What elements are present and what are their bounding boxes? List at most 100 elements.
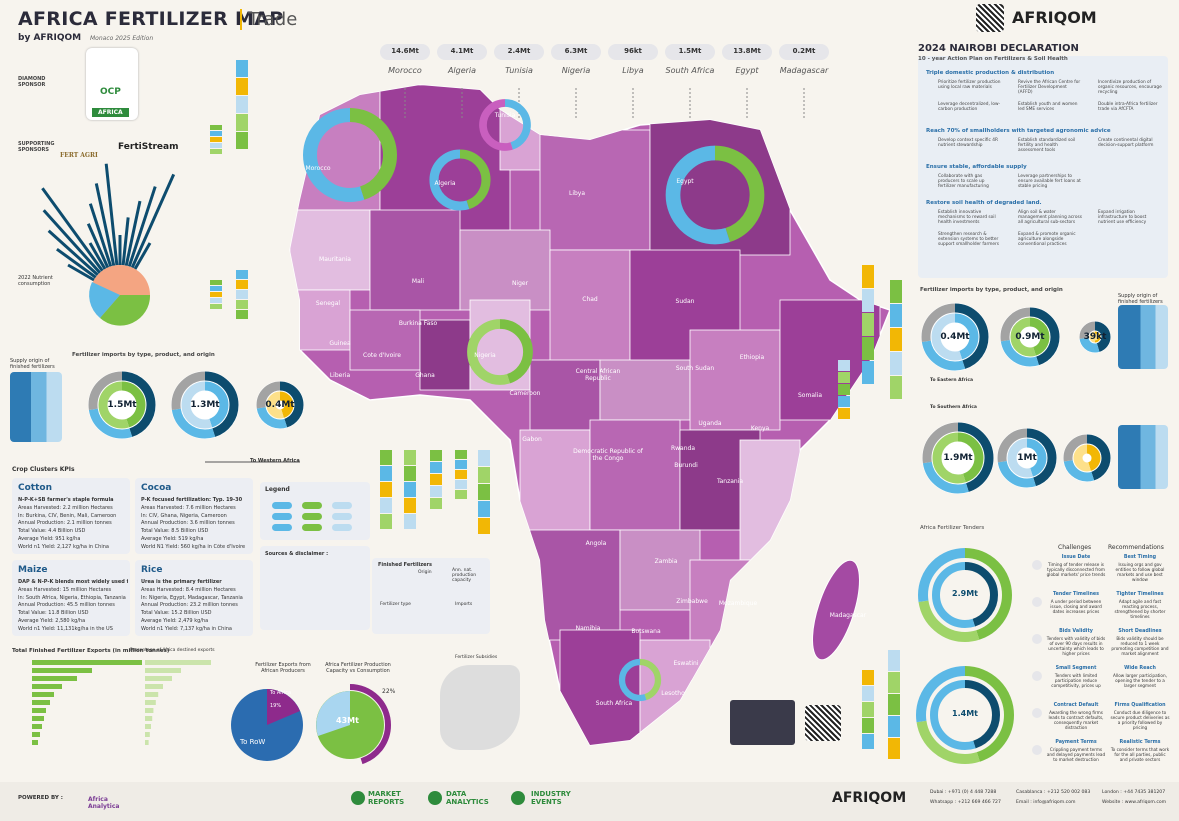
tender-icon [1032, 671, 1042, 681]
country-shape [419, 319, 471, 391]
crop-card [12, 560, 130, 636]
label: Fertilizer imports by type, product, and… [920, 287, 1063, 293]
decl-item: Expand & promote organic agriculture alo… [1018, 232, 1076, 247]
footer-icon [351, 791, 365, 805]
share-bar [145, 740, 149, 745]
contact: Casablanca : +212 520 002 083 [1016, 790, 1091, 795]
donut-segment [1089, 331, 1101, 343]
bar-segment [236, 132, 248, 149]
fan-bar [42, 209, 102, 274]
bar-segment [236, 270, 248, 279]
country-label: Gabon [522, 436, 542, 443]
nutrient-pie-slice [100, 295, 151, 326]
stat-country: Egypt [735, 66, 759, 75]
label: MARKET REPORTS [368, 790, 405, 806]
donut-segment [1079, 321, 1111, 353]
bar-segment [888, 738, 900, 759]
country-shape [689, 329, 781, 431]
country-label: Botswana [631, 628, 661, 635]
country-label: Uganda [698, 420, 722, 427]
label: 19% [270, 703, 282, 709]
label: 22% [382, 688, 396, 695]
country-label: Tunisia [494, 112, 516, 119]
bar-segment [210, 125, 222, 130]
country-label: Kenya [750, 425, 770, 432]
decl-item: Double intra-Africa fertilizer trade via… [1098, 102, 1158, 112]
legend-swatch [332, 524, 352, 531]
share-bar [145, 668, 181, 673]
share-bar [145, 700, 156, 705]
donut-segment [171, 371, 239, 439]
country-label: Niger [511, 280, 529, 287]
fan-bar [130, 173, 176, 269]
capacity-slice [316, 691, 350, 736]
stat-country: Madagascar [779, 66, 829, 75]
crop-line: Annual Production: 23.2 million tonnes [141, 602, 238, 609]
crop-line: In: Burkina, CIV, Benin, Mali, Cameroon [18, 512, 117, 519]
brand: AFRIQOM [1012, 8, 1097, 27]
country-label: Madagascar [829, 612, 867, 619]
crop-name: Cocoa [141, 483, 172, 493]
country-label: Guinea [329, 340, 351, 347]
donut-value: 1.9Mt [943, 453, 973, 463]
decl-heading: Reach 70% of smallholders with targeted … [926, 128, 1111, 134]
share-bar [145, 732, 150, 737]
bar-segment [210, 149, 222, 154]
decl-item: Strengthen research & extension systems … [938, 232, 1000, 247]
bar-segment [455, 450, 467, 459]
bar-segment [404, 498, 416, 513]
stat-value: 1.5Mt [678, 47, 702, 55]
label: To Africa [270, 690, 292, 696]
donut-segment [98, 381, 146, 429]
bar-segment [455, 460, 467, 469]
share-bar [145, 676, 172, 681]
stat-value: 14.6Mt [391, 47, 419, 55]
donut-segment [256, 381, 304, 429]
decl-item: Collaborate with gas producers to scale … [938, 174, 989, 189]
legend-swatch [332, 502, 352, 509]
crop-line: Areas Harvested: 2.2 million Hectares [18, 504, 113, 511]
country-label: Central African Republic [575, 368, 621, 382]
label: DATA ANALYTICS [446, 790, 489, 806]
bar-segment [210, 298, 222, 303]
country-label: Rwanda [670, 445, 696, 452]
donut-segment [1000, 307, 1060, 367]
bar-segment [210, 143, 222, 148]
donut-segment [932, 562, 998, 628]
label: OCP [100, 87, 121, 97]
bar-segment [236, 290, 248, 299]
country-label: Democratic Republic of the Congo [573, 448, 643, 462]
bar-segment [430, 474, 442, 485]
bar-segment [478, 450, 490, 466]
export-bar [32, 700, 50, 705]
donut-segment [1007, 438, 1047, 478]
stat-country: Libya [622, 66, 644, 75]
fan-bar [86, 223, 110, 269]
map-donut [618, 658, 662, 702]
bar-segment [210, 137, 222, 142]
tender-text: To consider terms that work for the all … [1110, 747, 1170, 762]
country-shape [599, 359, 691, 421]
edition: Monaco 2025 Edition [90, 35, 154, 42]
crop-line: Annual Production: 3.6 million tonnes [141, 520, 235, 527]
tender-text: Conduct due diligence to secure product … [1110, 710, 1170, 730]
bar-segment [210, 280, 222, 285]
bar-segment [210, 304, 222, 309]
donut-segment [916, 666, 1014, 764]
bar-segment [478, 484, 490, 500]
laptop [730, 700, 795, 745]
bar-segment [888, 650, 900, 671]
label: AFRIQOM [832, 790, 907, 806]
label: Crop Clusters KPIs [12, 466, 75, 473]
share-bar [145, 692, 159, 697]
donut-value: 1.3Mt [190, 400, 220, 410]
country-label: Ethiopia [739, 354, 765, 361]
bar-segment [862, 686, 874, 701]
stat-pill [437, 44, 487, 60]
label: 2.9Mt [952, 589, 978, 598]
bar-segment [430, 498, 442, 509]
crop-line: Total Value: 4.4 Billion USD [18, 528, 86, 535]
fan-bar [133, 242, 152, 270]
legend-swatch [332, 513, 352, 520]
map-donut [467, 319, 533, 385]
